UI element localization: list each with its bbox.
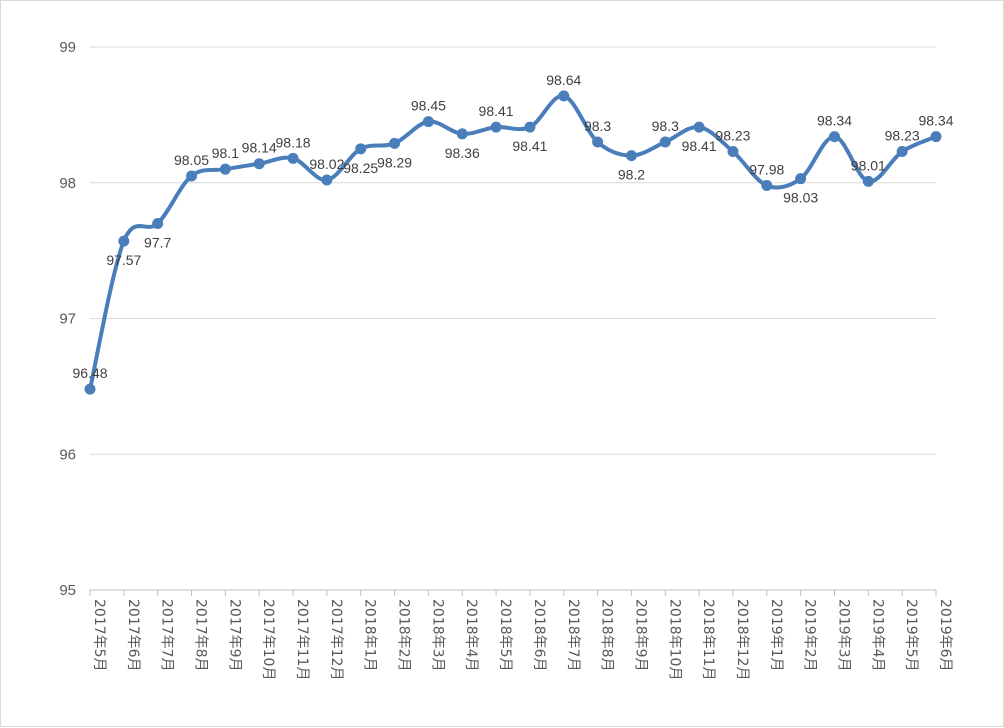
data-point	[118, 235, 130, 247]
x-tick-label: 2018年1月	[362, 599, 378, 672]
data-point	[355, 143, 367, 155]
x-tick-label: 2018年3月	[429, 599, 445, 672]
data-point	[389, 137, 401, 149]
y-tick-label: 98	[59, 175, 76, 192]
data-point	[524, 121, 536, 133]
data-point	[219, 163, 231, 175]
data-label: 98.03	[783, 190, 818, 206]
data-label: 98.29	[377, 154, 412, 170]
data-point	[490, 121, 502, 133]
x-tick-label: 2017年9月	[226, 599, 242, 672]
x-tick-label: 2018年9月	[632, 599, 648, 672]
x-tick-label: 2018年10月	[666, 599, 682, 680]
y-tick-label: 97	[59, 311, 76, 328]
data-label: 98.25	[343, 160, 378, 176]
x-tick-label: 2019年2月	[802, 599, 818, 672]
data-point	[287, 152, 299, 164]
data-label: 98.23	[885, 128, 920, 144]
x-tick-label: 2018年8月	[599, 599, 615, 672]
data-label: 98.34	[918, 113, 953, 129]
x-tick-label: 2018年4月	[463, 599, 479, 672]
data-point	[625, 150, 637, 162]
data-point	[152, 217, 164, 229]
data-label: 98.05	[174, 152, 209, 168]
data-point	[592, 136, 604, 148]
data-label: 98.1	[212, 145, 239, 161]
data-point	[84, 383, 96, 395]
data-label: 96.48	[72, 365, 107, 381]
data-label: 98.02	[309, 156, 344, 172]
data-label: 97.7	[144, 234, 171, 250]
x-tick-label: 2019年6月	[937, 599, 953, 672]
data-label: 97.57	[106, 252, 141, 268]
x-tick-label: 2018年11月	[700, 599, 716, 680]
x-tick-label: 2017年10月	[260, 599, 276, 680]
data-label: 98.34	[817, 113, 852, 129]
data-point	[422, 116, 434, 128]
gridlines	[90, 46, 936, 455]
x-tick-label: 2017年5月	[91, 599, 107, 672]
data-label: 98.14	[242, 140, 277, 156]
x-tick-label: 2017年12月	[328, 599, 344, 680]
y-tick-label: 95	[59, 582, 76, 599]
x-tick-label: 2018年5月	[497, 599, 513, 672]
data-label: 98.36	[445, 145, 480, 161]
data-label: 97.98	[749, 161, 784, 177]
x-axis: 2017年5月 2017年6月 2017年7月 2017年8月 2017年9月 2017年…	[89, 589, 953, 680]
data-label: 98.3	[584, 118, 611, 134]
x-tick-label: 2017年11月	[294, 599, 310, 680]
data-label: 98.2	[618, 167, 645, 183]
data-label: 98.01	[851, 157, 886, 173]
data-point	[795, 173, 807, 185]
x-tick-label: 2019年3月	[835, 599, 851, 672]
y-axis-ticks: 95 96 97 98 99	[59, 39, 76, 599]
data-label: 98.18	[276, 134, 311, 150]
data-label: 98.64	[546, 72, 581, 88]
x-tick-label: 2019年5月	[903, 599, 919, 672]
data-label: 98.41	[512, 138, 547, 154]
x-tick-label: 2019年1月	[768, 599, 784, 672]
data-point	[456, 128, 468, 140]
data-label: 98.23	[715, 128, 750, 144]
data-point	[896, 146, 908, 158]
x-tick-label: 2018年6月	[531, 599, 547, 672]
x-tick-label: 2017年6月	[125, 599, 141, 672]
data-point	[321, 174, 333, 186]
y-tick-label: 96	[59, 446, 76, 463]
data-label: 98.41	[479, 103, 514, 119]
data-point	[930, 131, 942, 143]
data-label: 98.3	[652, 118, 679, 134]
data-point	[186, 170, 198, 182]
data-point	[253, 158, 265, 170]
data-points	[84, 90, 942, 395]
x-tick-label: 2017年8月	[193, 599, 209, 672]
data-label: 98.41	[682, 138, 717, 154]
data-point	[558, 90, 570, 102]
data-point	[761, 179, 773, 191]
data-label: 98.45	[411, 98, 446, 114]
x-tick-label: 2018年2月	[396, 599, 412, 672]
x-tick-label: 2017年7月	[159, 599, 175, 672]
x-tick-label: 2019年4月	[869, 599, 885, 672]
x-tick-label: 2018年12月	[734, 599, 750, 680]
y-tick-label: 99	[59, 39, 76, 56]
data-point	[727, 146, 739, 158]
data-point	[862, 175, 874, 187]
x-tick-label: 2018年7月	[565, 599, 581, 672]
data-point	[659, 136, 671, 148]
data-point	[828, 131, 840, 143]
data-point	[693, 121, 705, 133]
